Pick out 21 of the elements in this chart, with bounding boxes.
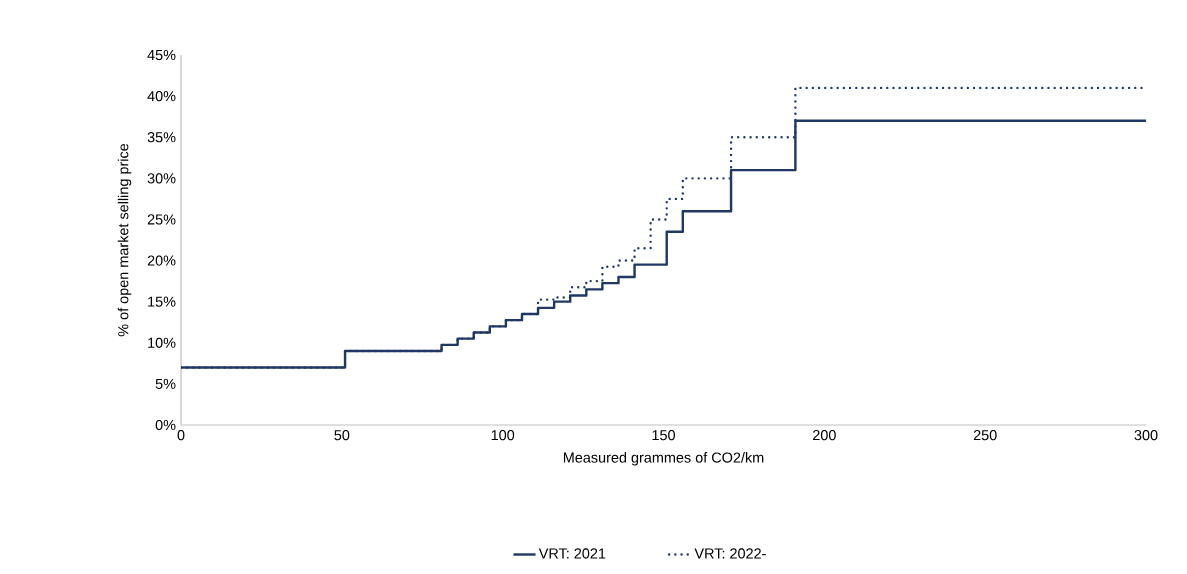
y-tick-label: 20%: [147, 255, 176, 266]
x-tick-label: 300: [1134, 430, 1158, 441]
legend-label: VRT: 2021: [538, 548, 606, 559]
y-tick-label: 35%: [147, 132, 176, 143]
x-tick-label: 200: [813, 430, 836, 441]
x-tick-label: 0: [177, 430, 185, 441]
x-tick-label: 50: [334, 430, 350, 441]
x-tick-label: 150: [652, 430, 675, 441]
y-axis-title: % of open market selling price: [117, 143, 132, 337]
y-tick-label: 30%: [147, 173, 176, 184]
y-tick-label: 25%: [147, 214, 176, 225]
y-tick-label: 40%: [147, 90, 176, 102]
y-tick-label: 15%: [148, 296, 176, 307]
y-tick-label: 45%: [147, 49, 176, 61]
y-tick-label: 5%: [155, 378, 176, 389]
legend-label: VRT: 2022-: [694, 548, 766, 559]
x-tick-label: 100: [491, 430, 515, 441]
y-tick-label: 0%: [155, 419, 176, 431]
y-tick-label: 10%: [148, 337, 176, 348]
x-axis-title: Measured grammes of CO2/km: [563, 452, 764, 466]
x-tick-label: 250: [973, 430, 997, 441]
